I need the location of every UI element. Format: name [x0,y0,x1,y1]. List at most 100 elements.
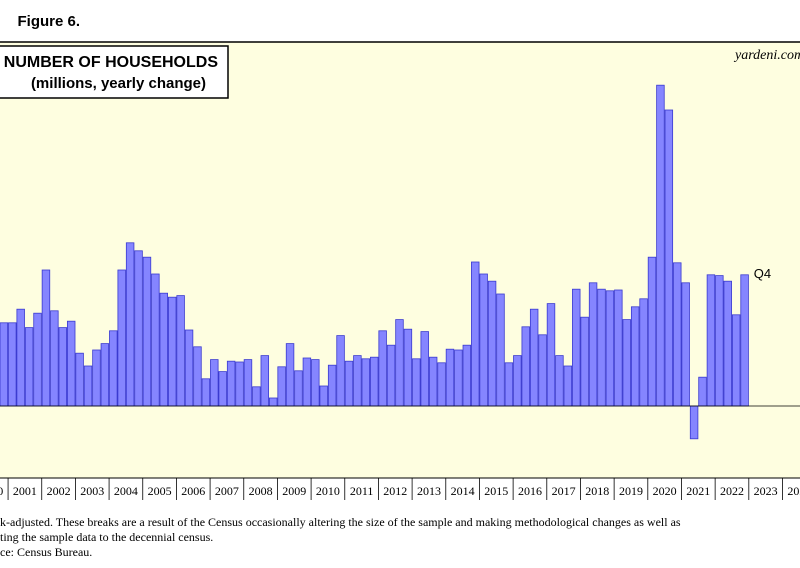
bar [546,303,556,407]
bar [715,275,724,407]
bar [656,84,665,407]
bar [639,298,648,407]
bar [370,356,379,407]
x-tick-label: 2002 [47,484,71,498]
x-tick-label: 2016 [518,484,542,498]
bar [109,330,118,407]
bar [75,352,84,407]
bar [336,335,345,407]
x-tick-label: 2009 [282,484,306,498]
bar [529,308,539,407]
x-tick-label: 2020 [653,484,677,498]
bar [260,355,270,407]
bars [0,84,749,440]
x-tick-label: 2013 [417,484,441,498]
x-tick-label: 2011 [350,484,374,498]
bar [563,365,573,407]
bar [218,371,227,407]
bar [647,256,657,407]
bar [252,386,261,407]
x-tick-label: 2007 [215,484,239,498]
x-tick-label: 2019 [619,484,643,498]
note-line: ce: Census Bureau. [0,545,92,559]
bar [723,280,732,407]
bar [681,282,690,407]
bar [311,359,320,407]
source-mark: yardeni.com [733,48,800,63]
bar [580,316,589,407]
bar [151,273,160,407]
bar [235,361,244,407]
x-tick-label: 2017 [552,484,576,498]
bar [521,326,530,407]
bar [100,343,110,407]
note-line: k-adjusted. These breaks are a result of… [0,515,681,529]
bar [555,355,564,407]
bar [344,360,354,407]
bar [504,362,514,407]
bar [327,364,337,407]
bar [706,274,716,407]
bar [176,295,185,407]
bar [50,310,59,407]
x-tick-label: 2022 [720,484,744,498]
bar [226,360,236,407]
bar [243,359,253,407]
bar [210,359,219,407]
bar [168,296,177,407]
bar [689,405,699,440]
x-tick-label: 2004 [114,484,138,498]
x-tick-label: 2006 [181,484,205,498]
x-tick-label: 2021 [686,484,710,498]
bar [269,397,278,407]
plot-area [0,42,800,478]
note-line: ting the sample data to the decennial ce… [0,530,213,544]
bar [597,288,606,407]
bar [622,319,631,407]
x-tick-label: 2001 [13,484,37,498]
bar [471,261,480,407]
bar [125,242,135,407]
bar [319,385,328,407]
bar [614,289,623,407]
x-tick-label: 2018 [585,484,609,498]
bar [462,344,472,407]
bar [353,355,362,407]
bar [496,293,505,407]
x-tick-label: 2005 [148,484,172,498]
bar [159,292,169,407]
bar [588,282,598,407]
x-tick-label: 2015 [484,484,508,498]
bar [386,344,396,407]
bar [302,357,312,407]
bar [117,269,126,407]
x-tick-label: 2003 [80,484,104,498]
x-tick-label: 2008 [249,484,273,498]
x-tick-label: 2000 [0,484,3,498]
bar [487,280,497,407]
bar [0,322,9,407]
bar [8,322,17,407]
bar [630,306,640,407]
bar [58,327,67,407]
title-box [0,45,229,99]
x-tick-label: 2024 [787,484,800,498]
bar [193,346,202,407]
bar [513,355,522,407]
bar [673,262,682,407]
bar [412,358,421,407]
chart-title: NUMBER OF HOUSEHOLDS [4,54,219,71]
bar [184,329,194,407]
x-tick-label: 2012 [383,484,407,498]
bar [361,358,371,407]
chart-subtitle: (millions, yearly change) [31,75,206,92]
bar [142,256,152,407]
bar [437,362,446,407]
bar [395,319,404,407]
x-tick-label: 2014 [451,484,475,498]
bar [454,349,463,407]
bar [277,366,286,407]
bar [731,314,741,407]
